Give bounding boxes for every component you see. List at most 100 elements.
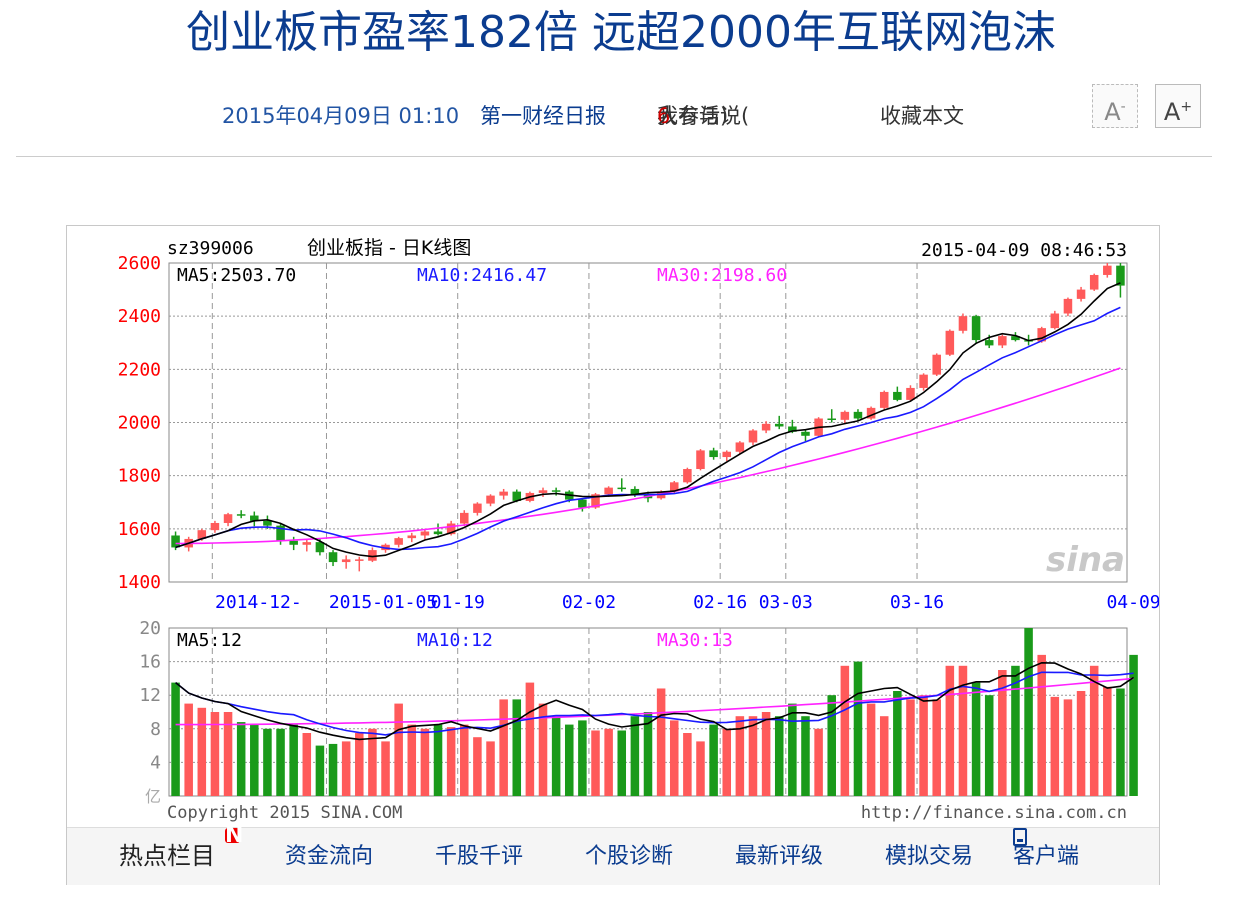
date-tick-label: 2015-01-05 [329, 592, 437, 613]
volume-bar [853, 661, 863, 796]
volume-bar [893, 691, 902, 796]
volume-bar [564, 724, 574, 796]
candle-body [722, 451, 732, 458]
candle-body [919, 374, 928, 388]
candle-body [761, 423, 771, 431]
candle-body [866, 407, 876, 419]
candle-body [420, 531, 430, 536]
candle-body [945, 330, 955, 355]
nav-fund-flow[interactable]: 资金流向 [285, 844, 374, 869]
volume-bar [578, 720, 587, 796]
candle-body [669, 482, 679, 492]
hot-columns-label: 热点栏目 [119, 842, 215, 870]
volume-bar [1037, 654, 1046, 796]
volume-bar [341, 741, 351, 796]
candle-body [171, 535, 180, 548]
date-tick-label: 03-16 [890, 592, 944, 613]
volume-bar [984, 695, 994, 796]
price-tick-label: 1800 [118, 466, 161, 487]
candle-body [1076, 289, 1086, 299]
ma10-label: MA10:2416.47 [417, 265, 547, 286]
candle-body [328, 552, 338, 563]
favorite-link[interactable]: 收藏本文 [880, 104, 964, 128]
volume-bar [499, 699, 508, 796]
volume-tick-label: 8 [150, 719, 161, 740]
volume-bar [840, 665, 850, 796]
date-tick-label: 03-03 [759, 592, 813, 613]
candle-body [263, 520, 272, 526]
volume-bar [945, 665, 955, 796]
nav-sim-trading[interactable]: 模拟交易 [885, 844, 974, 869]
candle-body [971, 316, 981, 341]
candle-body [315, 542, 325, 553]
candle-body [1011, 336, 1020, 341]
candle-body [302, 542, 312, 545]
volume-bar [998, 670, 1007, 796]
font-decrease-button[interactable]: A- [1092, 84, 1138, 128]
ma30-line [175, 367, 1121, 545]
ma30-label: MA30:2198.60 [657, 265, 787, 286]
vol-ma10-line [175, 671, 1134, 736]
ma10-line [175, 306, 1121, 551]
nav-latest-ratings[interactable]: 最新评级 [735, 844, 824, 869]
nav-stock-diagnosis[interactable]: 个股诊断 [585, 844, 674, 869]
source-url-text: http://finance.sina.com.cn [861, 803, 1127, 823]
volume-bar [827, 695, 836, 796]
candle-body [1063, 298, 1073, 314]
volume-bar [971, 682, 981, 796]
date-tick-label: 01-19 [431, 592, 485, 613]
candle-body [355, 559, 364, 561]
comment-suffix: 人参与) [657, 104, 729, 128]
volume-bar [551, 716, 561, 796]
article-headline: 创业板市盈率182倍 远超2000年互联网泡沫 [186, 7, 1056, 58]
volume-bar [473, 737, 482, 796]
candle-body [683, 469, 692, 483]
candle-body [1103, 265, 1112, 275]
volume-bar [617, 730, 627, 796]
nav-stock-reviews[interactable]: 千股千评 [435, 844, 524, 869]
price-tick-label: 1400 [118, 572, 161, 593]
volume-bar [906, 699, 915, 796]
price-tick-label: 2400 [118, 306, 161, 327]
volume-bar [328, 743, 338, 796]
font-increase-letter: A [1163, 98, 1181, 126]
volume-bar [433, 724, 443, 796]
volume-bar [250, 724, 259, 796]
candle-body [879, 391, 889, 408]
vol-ma10-label: MA10:12 [417, 630, 493, 651]
candle-body [840, 411, 850, 420]
chart-timestamp: 2015-04-09 08:46:53 [921, 240, 1127, 261]
copyright-text: Copyright 2015 SINA.COM [167, 803, 402, 823]
volume-bar [223, 712, 233, 796]
volume-bar [538, 703, 548, 796]
source-link[interactable]: 第一财经日报 [480, 104, 606, 128]
candle-body [289, 540, 298, 545]
comment-count: 6 [657, 104, 671, 128]
candle-body [709, 450, 718, 458]
volume-bar [866, 703, 876, 796]
volume-bar [1011, 665, 1020, 796]
candle-body [1116, 265, 1125, 286]
volume-bar [420, 728, 430, 796]
volume-bar [381, 741, 390, 796]
candle-body [512, 491, 522, 501]
volume-bar [1089, 665, 1099, 796]
volume-bar [289, 724, 298, 796]
volume-bar [486, 741, 495, 796]
font-increase-button[interactable]: A+ [1155, 84, 1201, 128]
volume-bar [604, 728, 613, 796]
candle-body [853, 411, 863, 419]
ma5-line [175, 282, 1121, 558]
candle-body [433, 531, 443, 535]
volume-bar [1024, 628, 1033, 796]
volume-bar [919, 695, 928, 796]
kline-chart-box: 2600 2400 2200 2000 1800 1600 1400 20 16 12 8 4 亿 201… [66, 225, 1160, 885]
candle-body [617, 487, 627, 490]
candle-body [446, 523, 456, 535]
volume-bar [171, 682, 180, 796]
volume-bar [315, 745, 325, 796]
kline-chart: 2600 2400 2200 2000 1800 1600 1400 20 16 12 8 4 亿 201… [118, 237, 1159, 823]
ma5-label: MA5:2503.70 [177, 265, 296, 286]
candle-body [958, 316, 968, 331]
date-tick-label: 02-16 [693, 592, 747, 613]
